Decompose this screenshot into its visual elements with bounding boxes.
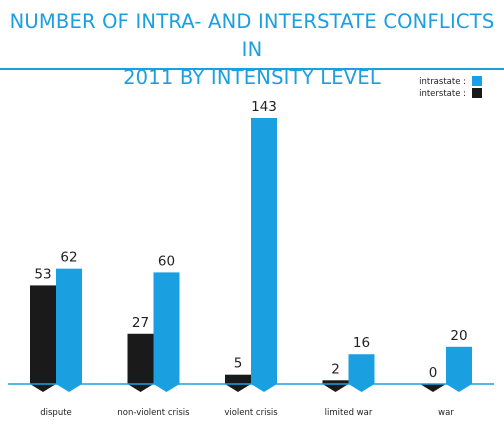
legend-swatch-intrastate bbox=[472, 76, 482, 86]
category-label-dispute: dispute bbox=[40, 408, 72, 418]
bar-pointer-interstate-dispute bbox=[30, 384, 56, 392]
data-label-intrastate-limited-war: 16 bbox=[353, 335, 370, 351]
legend-label-interstate: interstate : bbox=[419, 89, 466, 99]
data-label-intrastate-violent-crisis: 143 bbox=[251, 99, 277, 115]
chart-title: NUMBER OF INTRA- AND INTERSTATE CONFLICT… bbox=[0, 8, 504, 92]
bar-intrastate-violent-crisis bbox=[251, 118, 277, 384]
category-label-limited-war: limited war bbox=[325, 408, 373, 418]
bar-pointer-intrastate-war bbox=[446, 384, 472, 392]
category-label-violent-crisis: violent crisis bbox=[224, 408, 278, 418]
bar-pointer-interstate-limited-war bbox=[322, 384, 349, 392]
legend-label-intrastate: intrastate : bbox=[419, 77, 466, 87]
bar-intrastate-war bbox=[446, 346, 472, 384]
data-label-intrastate-war: 20 bbox=[450, 328, 467, 344]
data-label-interstate-dispute: 53 bbox=[34, 266, 51, 282]
data-label-interstate-war: 0 bbox=[429, 365, 438, 381]
bar-interstate-dispute bbox=[30, 285, 56, 384]
bar-intrastate-non-violent-crisis bbox=[153, 272, 180, 384]
labels-group: 53 62 dispute 27 60 non-violent crisis 5 143 vio… bbox=[34, 99, 467, 418]
legend: intrastate : interstate : bbox=[419, 76, 482, 99]
chart-title-line-2: 2011 BY INTENSITY LEVEL bbox=[123, 66, 381, 89]
bar-pointer-intrastate-violent-crisis bbox=[251, 384, 277, 392]
bar-pointer-interstate-violent-crisis bbox=[225, 384, 251, 392]
category-label-war: war bbox=[438, 408, 454, 418]
bar-pointer-interstate-war bbox=[420, 384, 446, 392]
bar-pointer-intrastate-non-violent-crisis bbox=[153, 384, 180, 392]
bar-interstate-violent-crisis bbox=[225, 374, 251, 384]
bar-pointer-intrastate-dispute bbox=[56, 384, 82, 392]
data-label-interstate-violent-crisis: 5 bbox=[234, 356, 243, 372]
data-label-intrastate-dispute: 62 bbox=[60, 250, 77, 266]
bar-interstate-limited-war bbox=[322, 380, 349, 384]
bar-interstate-non-violent-crisis bbox=[127, 333, 154, 384]
bar-pointer-interstate-non-violent-crisis bbox=[127, 384, 154, 392]
bars-group bbox=[30, 118, 472, 392]
legend-swatch-interstate bbox=[472, 88, 482, 98]
title-divider bbox=[0, 68, 504, 70]
data-label-interstate-non-violent-crisis: 27 bbox=[132, 315, 149, 331]
category-label-non-violent-crisis: non-violent crisis bbox=[117, 408, 190, 418]
bar-intrastate-dispute bbox=[56, 268, 82, 384]
chart-title-line-1: NUMBER OF INTRA- AND INTERSTATE CONFLICT… bbox=[9, 10, 495, 61]
bar-intrastate-limited-war bbox=[348, 354, 375, 384]
data-label-intrastate-non-violent-crisis: 60 bbox=[158, 253, 175, 269]
data-label-interstate-limited-war: 2 bbox=[331, 361, 340, 377]
bar-pointer-intrastate-limited-war bbox=[348, 384, 375, 392]
